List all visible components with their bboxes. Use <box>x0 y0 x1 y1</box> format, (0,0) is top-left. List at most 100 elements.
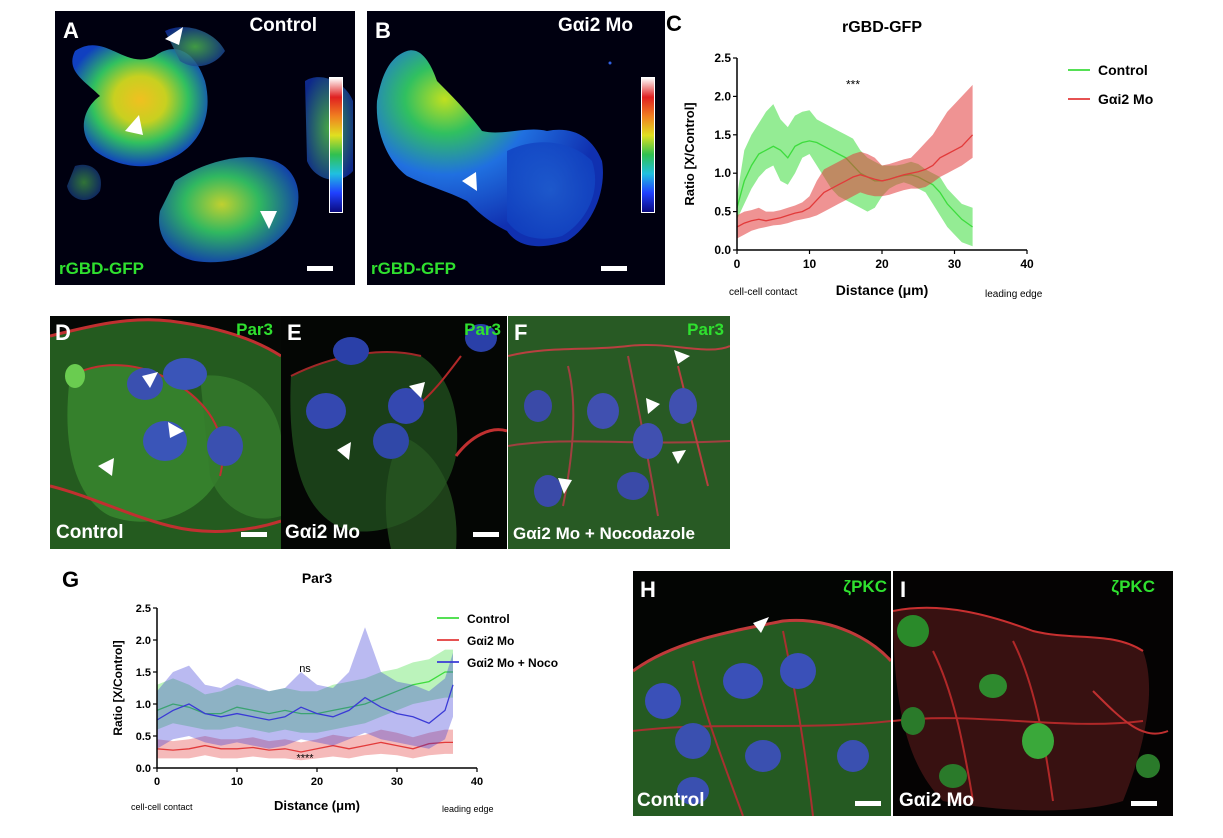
x-tick-label: 40 <box>1020 257 1034 271</box>
panel-d-image <box>50 316 281 549</box>
legend-label-0: Control <box>1098 62 1148 78</box>
arrowhead-icon <box>674 350 690 364</box>
x-tick-label: 30 <box>948 257 962 271</box>
x-tick-label: 0 <box>154 776 160 788</box>
y-axis-label: Ratio [X/Control] <box>682 102 697 205</box>
y-tick-label: 1.5 <box>714 128 731 142</box>
arrowhead-icon <box>646 398 660 414</box>
panel-letter-a: A <box>63 18 79 43</box>
legend-label-1: Gαi2 Mo <box>1098 91 1153 107</box>
panel-f-title: Gαi2 Mo + Nocodazole <box>513 524 695 543</box>
x-tick-label: 20 <box>311 776 323 788</box>
panel-h-title: Control <box>637 790 705 811</box>
arrowhead-icon <box>409 382 425 398</box>
error-band-1 <box>737 84 973 239</box>
legend-label-0: Control <box>467 612 510 626</box>
error-band-0 <box>157 649 453 733</box>
x-tick-label: 20 <box>875 257 889 271</box>
significance-label: ns <box>299 663 311 675</box>
scale-bar <box>855 801 881 806</box>
panel-i-title: Gαi2 Mo <box>899 790 975 811</box>
significance-label: *** <box>846 78 860 92</box>
panel-h-micrograph: ζPKC Control <box>633 571 891 816</box>
panel-d-micrograph: Par3 Control <box>50 316 281 549</box>
panel-a-title: Control <box>249 15 317 36</box>
x-axis-label: Distance (μm) <box>274 798 360 813</box>
panel-d-stain-label: Par3 <box>236 320 273 339</box>
panel-e-image <box>281 316 507 549</box>
arrowhead-icon <box>98 458 114 476</box>
y-tick-label: 2.5 <box>714 51 731 65</box>
arrowhead-icon <box>558 478 572 494</box>
y-tick-label: 2.0 <box>136 635 151 647</box>
panel-letter-d: D <box>55 320 71 345</box>
x-right-note: leading edge <box>985 289 1043 300</box>
panel-letter-b: B <box>375 18 391 43</box>
chart-c: rGBD-GFP 0.0 0.5 1.0 1.5 2.0 2.5 0 10 20 30 40 Dista… <box>682 19 1153 300</box>
y-axis-label: Ratio [X/Control] <box>111 640 125 735</box>
panel-b-stain-label: rGBD-GFP <box>371 259 456 278</box>
y-tick-label: 1.0 <box>714 166 731 180</box>
panel-b-micrograph: Gαi2 Mo rGBD-GFP <box>367 11 665 285</box>
x-right-note: leading edge <box>442 804 494 814</box>
y-tick-label: 1.5 <box>136 667 151 679</box>
panel-h-image <box>633 571 891 816</box>
y-tick-label: 0.0 <box>136 763 151 775</box>
panel-i-image <box>893 571 1173 816</box>
lut-colorbar <box>329 77 343 213</box>
chart-title: Par3 <box>302 570 333 586</box>
panel-letter-i: I <box>900 577 907 602</box>
x-tick-label: 10 <box>231 776 243 788</box>
panel-a-micrograph: Control rGBD-GFP <box>55 11 355 285</box>
y-tick-label: 0.5 <box>714 205 731 219</box>
panel-f-image <box>508 316 730 549</box>
panel-h-stain-label: ζPKC <box>843 577 887 596</box>
series-line-1 <box>156 741 453 753</box>
series-line-1 <box>736 134 974 228</box>
panel-e-micrograph: Par3 Gαi2 Mo <box>281 316 507 549</box>
arrowhead-icon <box>337 442 351 460</box>
arrowhead-icon <box>462 172 477 191</box>
panel-e-stain-label: Par3 <box>464 320 501 339</box>
legend-label-1: Gαi2 Mo <box>467 634 514 648</box>
scale-bar <box>241 532 267 537</box>
x-tick-label: 40 <box>471 776 483 788</box>
error-band-2 <box>157 627 453 749</box>
panel-letter-g: G <box>62 567 80 592</box>
significance-label: **** <box>296 753 314 765</box>
panel-letter-h: H <box>640 577 656 602</box>
chart-g: Par3 0.0 0.5 1.0 1.5 2.0 2.5 0 10 20 30 40 Distance … <box>111 570 558 814</box>
panel-d-title: Control <box>56 522 124 543</box>
legend-label-2: Gαi2 Mo + Noco <box>467 656 558 670</box>
x-left-note: cell-cell contact <box>131 802 193 812</box>
panel-i-stain-label: ζPKC <box>1111 577 1155 596</box>
y-tick-label: 2.5 <box>136 603 151 615</box>
panel-letter-f: F <box>514 320 528 345</box>
arrowhead-icon <box>672 450 686 464</box>
x-left-note: cell-cell contact <box>729 287 798 298</box>
arrowhead-icon <box>753 617 769 633</box>
arrowhead-icon <box>168 422 184 438</box>
panel-letter-e: E <box>287 320 302 345</box>
panel-b-image <box>367 11 665 285</box>
panel-b-title: Gαi2 Mo <box>557 15 633 36</box>
scale-bar <box>601 266 627 271</box>
panel-f-micrograph: Par3 Gαi2 Mo + Nocodazole <box>508 316 730 549</box>
arrowhead-icon <box>142 372 158 388</box>
arrowhead-icon <box>165 27 183 45</box>
scale-bar <box>473 532 499 537</box>
y-tick-label: 0.0 <box>714 243 731 257</box>
arrowhead-icon <box>125 115 143 135</box>
scale-bar <box>1131 801 1157 806</box>
x-tick-label: 10 <box>803 257 817 271</box>
y-tick-label: 0.5 <box>136 731 151 743</box>
y-tick-label: 1.0 <box>136 699 151 711</box>
y-tick-label: 2.0 <box>714 89 731 103</box>
series-line-2 <box>156 684 454 724</box>
panel-e-title: Gαi2 Mo <box>285 522 361 543</box>
panel-i-micrograph: ζPKC Gαi2 Mo <box>893 571 1173 816</box>
lut-colorbar <box>641 77 655 213</box>
x-axis-label: Distance (μm) <box>836 282 929 298</box>
error-band-1 <box>157 729 453 761</box>
chart-title: rGBD-GFP <box>842 19 922 36</box>
